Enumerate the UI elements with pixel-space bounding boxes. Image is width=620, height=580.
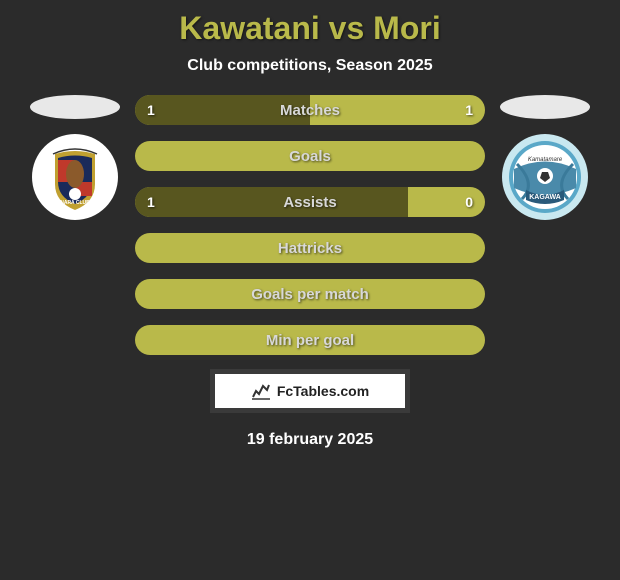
- comparison-subtitle: Club competitions, Season 2025: [187, 57, 432, 75]
- stat-value-left: 1: [147, 194, 155, 210]
- main-area: NARA CLUB 1 1 Matches Goals 1 0 Assists Hattric…: [0, 95, 620, 355]
- player-right-column: Kamatamare KAGAWA: [495, 95, 595, 220]
- stat-label: Min per goal: [266, 332, 354, 349]
- comparison-date: 19 february 2025: [247, 431, 373, 449]
- stat-row: Hattricks: [135, 233, 485, 263]
- stat-label: Goals: [289, 148, 331, 165]
- stat-value-left: 1: [147, 102, 155, 118]
- stats-column: 1 1 Matches Goals 1 0 Assists Hattricks Goals pe…: [135, 95, 485, 355]
- stat-row: 1 0 Assists: [135, 187, 485, 217]
- stat-value-right: 1: [465, 102, 473, 118]
- svg-text:NARA CLUB: NARA CLUB: [60, 200, 90, 206]
- source-text: FcTables.com: [277, 383, 369, 399]
- team-badge-right: Kamatamare KAGAWA: [502, 134, 588, 220]
- team-badge-left: NARA CLUB: [32, 134, 118, 220]
- chart-icon: [251, 381, 271, 401]
- player-left-column: NARA CLUB: [25, 95, 125, 220]
- stat-row: Goals: [135, 141, 485, 171]
- stat-row: Goals per match: [135, 279, 485, 309]
- player-left-name-ellipse: [30, 95, 120, 119]
- svg-text:KAGAWA: KAGAWA: [529, 194, 561, 201]
- stat-row: Min per goal: [135, 325, 485, 355]
- player-right-name-ellipse: [500, 95, 590, 119]
- source-badge: FcTables.com: [210, 369, 410, 413]
- comparison-title: Kawatani vs Mori: [179, 10, 440, 47]
- stat-label: Hattricks: [278, 240, 342, 257]
- stat-label: Assists: [283, 194, 336, 211]
- stat-value-right: 0: [465, 194, 473, 210]
- stat-label: Goals per match: [251, 286, 369, 303]
- stat-fill-left: [135, 187, 408, 217]
- stat-row: 1 1 Matches: [135, 95, 485, 125]
- svg-text:Kamatamare: Kamatamare: [528, 157, 563, 163]
- stat-label: Matches: [280, 102, 340, 119]
